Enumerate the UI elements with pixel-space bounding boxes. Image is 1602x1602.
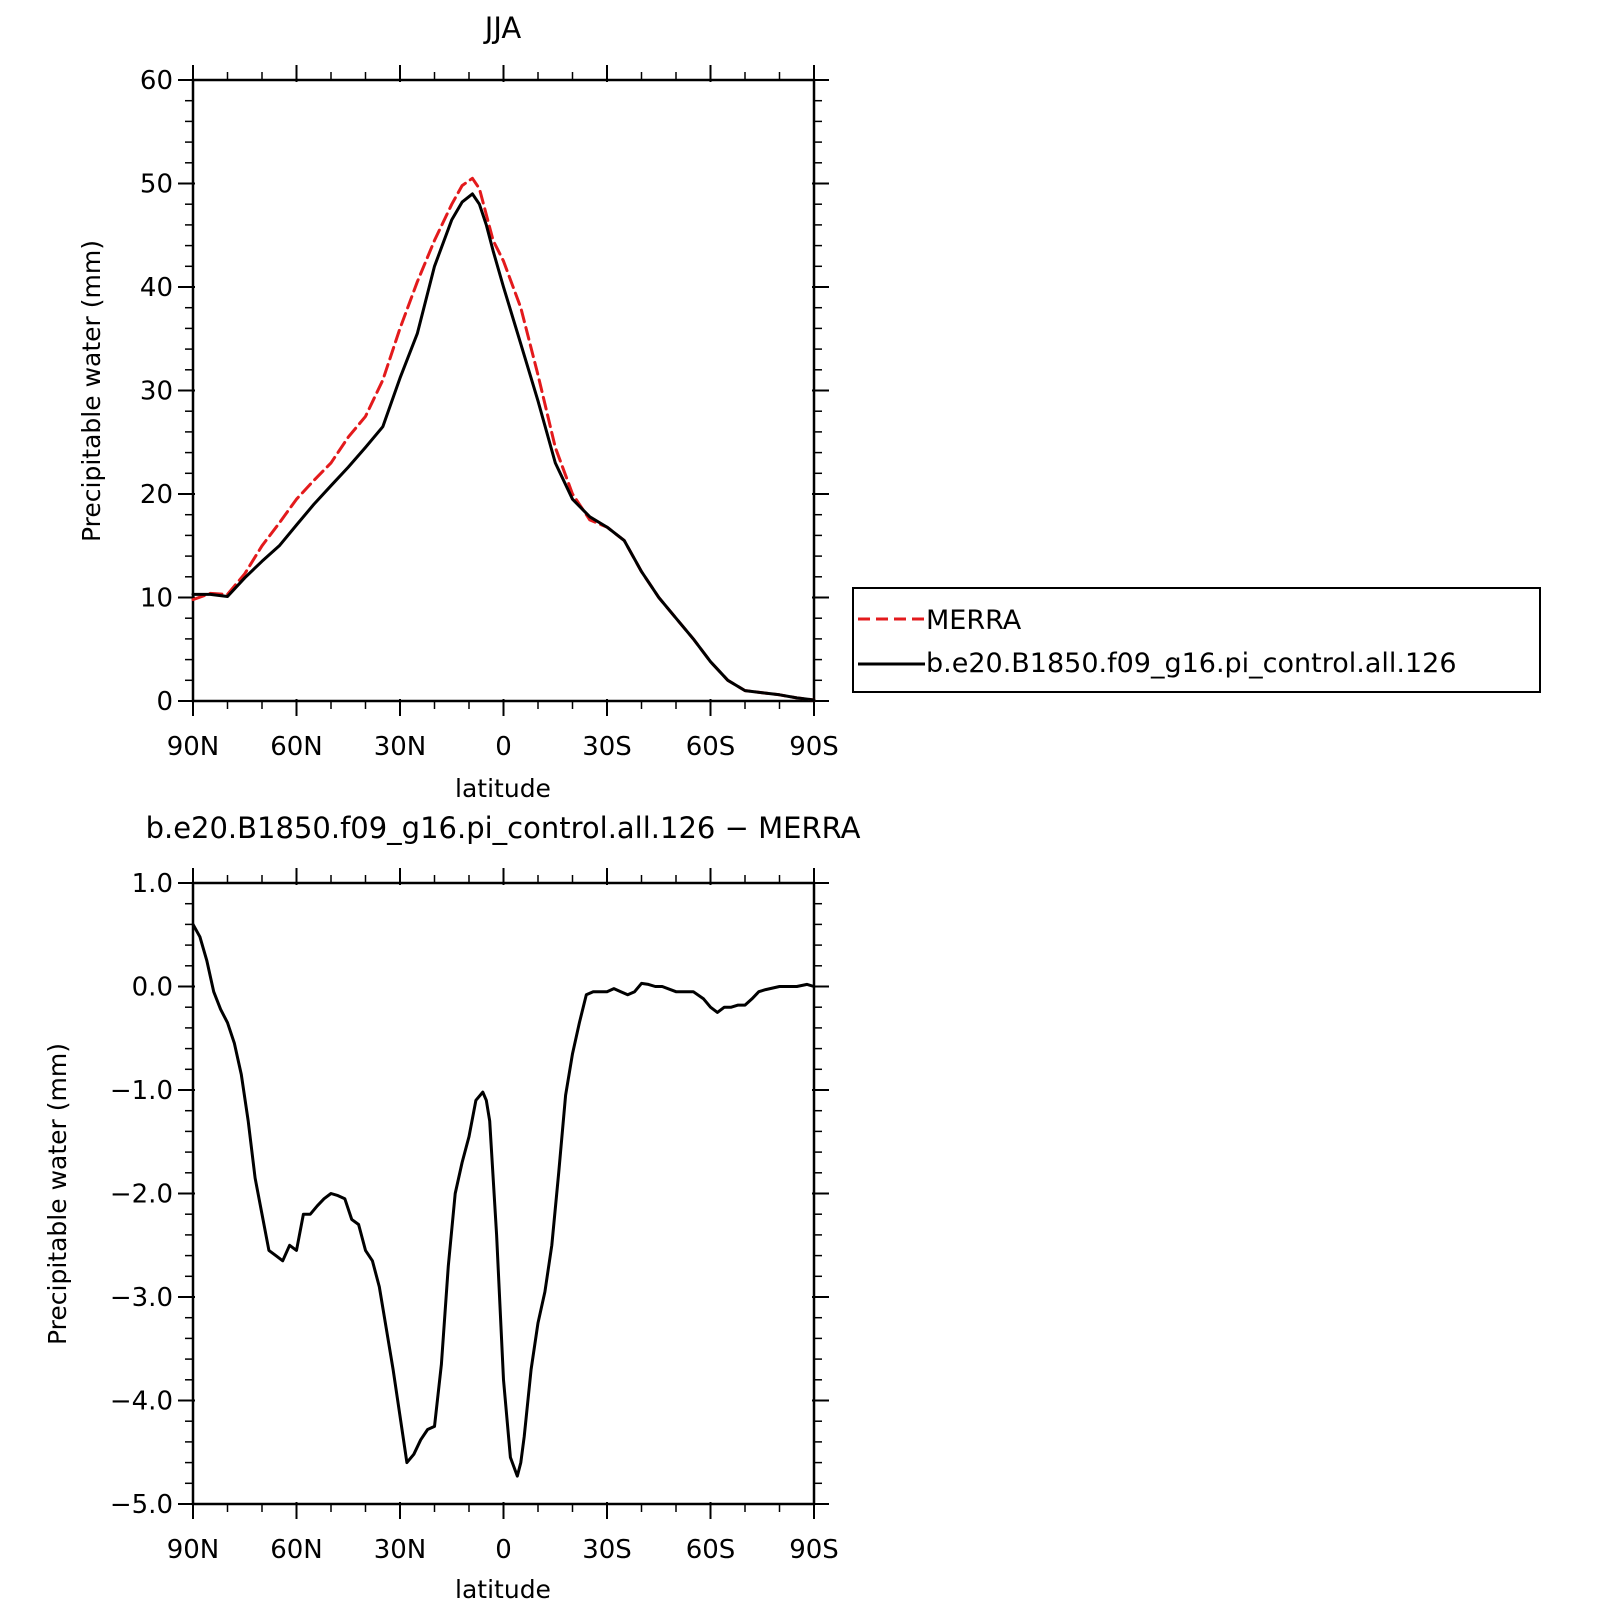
bottom-panel: b.e20.B1850.f09_g16.pi_control.all.126 −… xyxy=(43,811,861,1602)
bottom-x-axis-title: latitude xyxy=(455,1575,551,1602)
y-tick-label: 60 xyxy=(140,66,173,96)
x-tick-label: 90N xyxy=(167,1535,220,1565)
top-axis-ticks xyxy=(178,65,829,716)
x-tick-label: 30N xyxy=(374,1535,427,1565)
y-tick-label: −4.0 xyxy=(110,1387,173,1417)
y-tick-label: 20 xyxy=(140,480,173,510)
x-tick-label: 90N xyxy=(167,732,220,762)
top-series-lines xyxy=(191,176,816,702)
top-chart-title: JJA xyxy=(483,11,522,45)
y-tick-label: 50 xyxy=(140,170,173,200)
legend-box xyxy=(852,587,1541,693)
top-series-line-0 xyxy=(191,176,816,702)
bottom-series-line-0 xyxy=(191,922,816,1478)
y-tick-label: 40 xyxy=(140,273,173,303)
x-tick-label: 0 xyxy=(495,732,512,762)
top-x-axis-title: latitude xyxy=(455,774,551,803)
top-y-tick-labels: 0 10 20 30 40 50 60 xyxy=(140,66,173,717)
bottom-y-axis-title: Precipitable water (mm) xyxy=(43,1043,72,1345)
y-tick-label: 0.0 xyxy=(132,973,173,1003)
bottom-axis-ticks xyxy=(178,868,829,1519)
x-tick-label: 0 xyxy=(495,1535,512,1565)
y-tick-label: −2.0 xyxy=(110,1180,173,1210)
legend-label-model: b.e20.B1850.f09_g16.pi_control.all.126 xyxy=(926,648,1457,679)
top-series-line-1 xyxy=(191,192,816,702)
x-tick-label: 30S xyxy=(582,1535,632,1565)
y-tick-label: 30 xyxy=(140,377,173,407)
x-tick-label: 30S xyxy=(582,732,632,762)
y-tick-label: −5.0 xyxy=(110,1490,173,1520)
y-tick-label: 0 xyxy=(156,687,173,717)
y-tick-label: −1.0 xyxy=(110,1076,173,1106)
top-y-axis-title: Precipitable water (mm) xyxy=(77,240,106,542)
bottom-plot-frame xyxy=(191,881,816,1506)
x-tick-label: 60N xyxy=(270,732,323,762)
x-tick-label: 60S xyxy=(686,1535,736,1565)
x-tick-label: 90S xyxy=(789,732,839,762)
top-x-tick-labels: 90N 60N 30N 0 30S 60S 90S xyxy=(167,732,839,762)
x-tick-label: 90S xyxy=(789,1535,839,1565)
top-plot-frame xyxy=(191,78,816,703)
y-tick-label: −3.0 xyxy=(110,1283,173,1313)
x-tick-label: 30N xyxy=(374,732,427,762)
x-tick-label: 60S xyxy=(686,732,736,762)
bottom-chart-title: b.e20.B1850.f09_g16.pi_control.all.126 −… xyxy=(146,811,861,845)
y-tick-label: 10 xyxy=(140,584,173,614)
bottom-y-tick-labels: −5.0 −4.0 −3.0 −2.0 −1.0 0.0 1.0 xyxy=(110,869,173,1520)
top-panel: JJA 0 10 20 30 40 50 60 90N 60N 30N 0 30S 60S 90S la… xyxy=(77,11,1541,803)
y-tick-label: 1.0 xyxy=(132,869,173,899)
x-tick-label: 60N xyxy=(270,1535,323,1565)
legend: MERRA b.e20.B1850.f09_g16.pi_control.all… xyxy=(852,587,1541,693)
bottom-x-tick-labels: 90N 60N 30N 0 30S 60S 90S xyxy=(167,1535,839,1565)
legend-label-merra: MERRA xyxy=(926,605,1022,636)
bottom-series-lines xyxy=(191,922,816,1478)
